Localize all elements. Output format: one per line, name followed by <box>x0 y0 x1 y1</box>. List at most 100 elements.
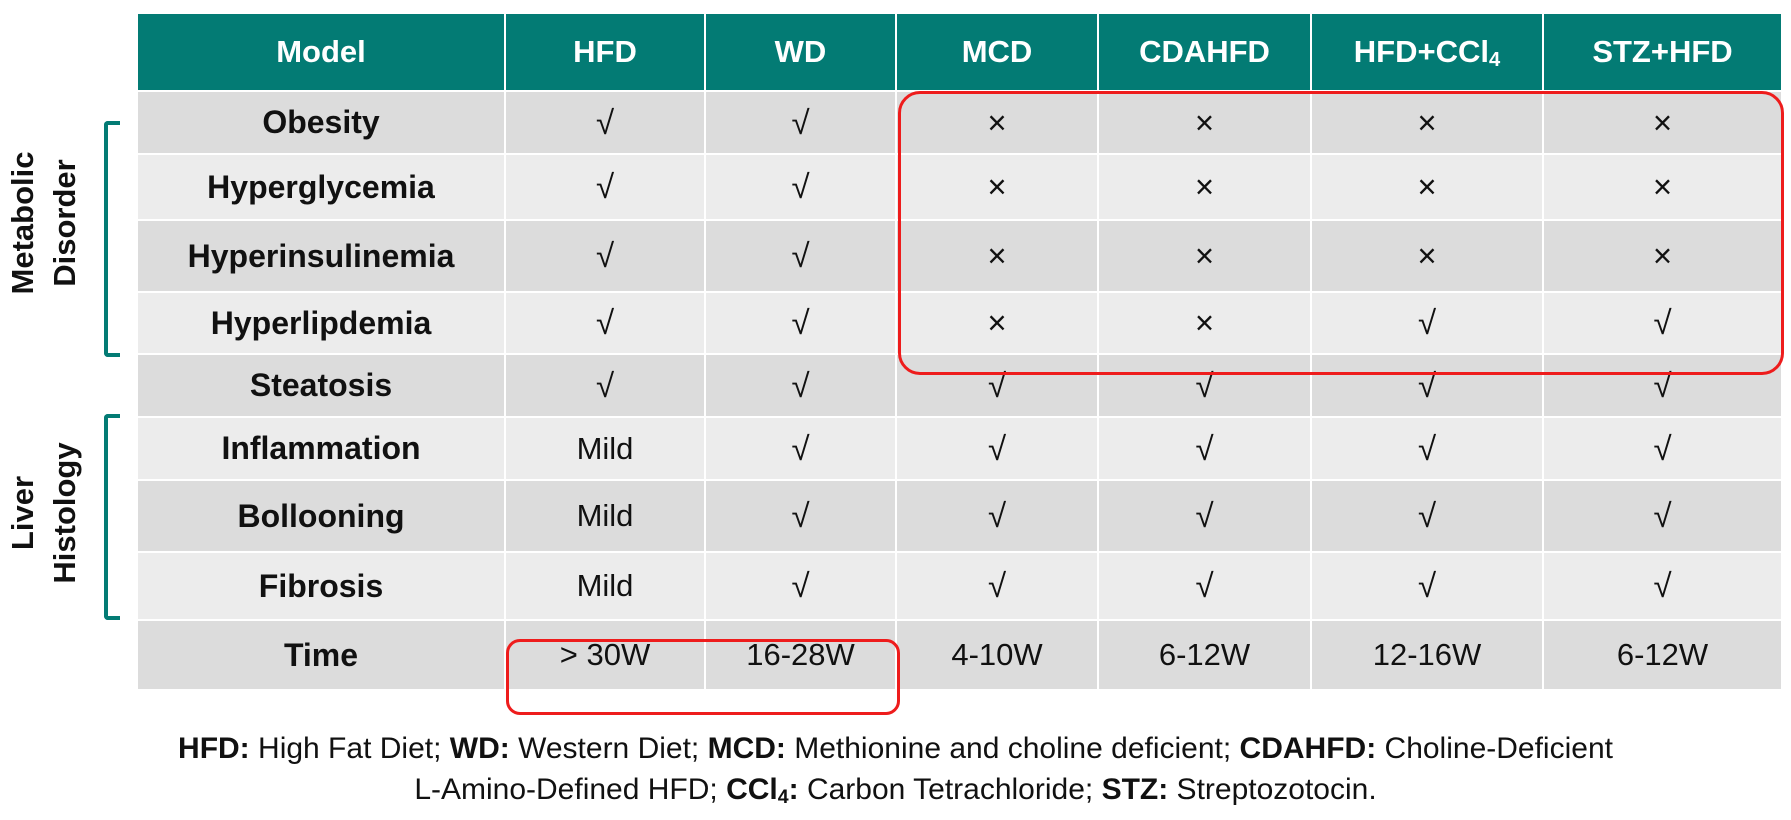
footnote-line1: HFD: High Fat Diet; WD: Western Diet; MC… <box>0 728 1791 769</box>
footnote-abbr: HFD: <box>178 732 250 765</box>
table-cell: × <box>1542 219 1783 293</box>
footnote-ccl-subscript: 4 <box>777 785 789 808</box>
footnote-text: Carbon Tetrachloride; <box>798 773 1102 806</box>
table-cell: √ <box>704 353 897 418</box>
footnote-text: Choline-Deficient <box>1376 732 1613 765</box>
metabolic-label-line1: Metabolic <box>5 151 40 295</box>
header-row: Model HFD WD MCD CDAHFD HFD+CCl4 STZ+HFD <box>136 12 1783 92</box>
table-cell: √ <box>704 416 897 481</box>
table-cell: × <box>895 219 1099 293</box>
liver-bracket <box>104 414 120 620</box>
table-cell: √ <box>1542 416 1783 481</box>
table-cell: √ <box>504 153 706 221</box>
table-cell: √ <box>1097 479 1312 553</box>
table-cell: × <box>1542 153 1783 221</box>
table-cell: √ <box>1097 551 1312 621</box>
metabolic-disorder-label: Metabolic Disorder <box>2 113 86 333</box>
table-cell: 6-12W <box>1542 619 1783 691</box>
table-cell: √ <box>704 153 897 221</box>
table-cell: √ <box>1310 551 1544 621</box>
table-cell: Mild <box>504 416 706 481</box>
row-label: Hyperglycemia <box>136 153 506 221</box>
table-cell: √ <box>704 479 897 553</box>
table-row: Hyperinsulinemia √ √ × × × × <box>136 219 1783 293</box>
header-hfd-ccl4-text: HFD+CCl <box>1353 34 1489 69</box>
table-row: Hyperlipdemia √ √ × × √ √ <box>136 291 1783 355</box>
table-cell: Mild <box>504 551 706 621</box>
footnote-abbr: MCD: <box>707 732 786 765</box>
table-cell: √ <box>1310 353 1544 418</box>
table-cell: √ <box>504 90 706 155</box>
header-hfd-ccl4: HFD+CCl4 <box>1310 12 1544 92</box>
table-row: Inflammation Mild √ √ √ √ √ <box>136 416 1783 481</box>
table-cell: √ <box>895 416 1099 481</box>
table-row: Bollooning Mild √ √ √ √ √ <box>136 479 1783 553</box>
table-cell: √ <box>1542 353 1783 418</box>
footnote-text: L-Amino-Defined HFD; <box>414 773 727 806</box>
footnote-line2: L-Amino-Defined HFD; CCl4: Carbon Tetrac… <box>0 769 1791 810</box>
header-hfd-ccl4-subscript: 4 <box>1489 49 1501 72</box>
table-cell: × <box>1097 291 1312 355</box>
footnote-abbr-stz: STZ: <box>1101 773 1169 806</box>
footnote-abbr: CDAHFD: <box>1239 732 1377 765</box>
table-cell: √ <box>1097 416 1312 481</box>
table-cell: √ <box>895 479 1099 553</box>
metabolic-label-line2: Disorder <box>47 159 82 287</box>
liver-histology-label: Liver Histology <box>2 403 86 623</box>
footnote-text: Streptozotocin. <box>1168 773 1377 806</box>
liver-label-line1: Liver <box>5 475 40 551</box>
row-label: Steatosis <box>136 353 506 418</box>
row-label: Hyperinsulinemia <box>136 219 506 293</box>
footnote: HFD: High Fat Diet; WD: Western Diet; MC… <box>0 728 1791 810</box>
table-cell: 6-12W <box>1097 619 1312 691</box>
row-label: Bollooning <box>136 479 506 553</box>
table-cell: √ <box>504 353 706 418</box>
table-cell: √ <box>1310 479 1544 553</box>
table-row: Hyperglycemia √ √ × × × × <box>136 153 1783 221</box>
comparison-table-wrap: Model HFD WD MCD CDAHFD HFD+CCl4 STZ+HFD… <box>136 12 1783 691</box>
header-mcd: MCD <box>895 12 1099 92</box>
table-cell: × <box>1097 90 1312 155</box>
table-cell: Mild <box>504 479 706 553</box>
table-cell: √ <box>1542 551 1783 621</box>
header-stz-hfd: STZ+HFD <box>1542 12 1783 92</box>
table-row: Obesity √ √ × × × × <box>136 90 1783 155</box>
table-cell: 12-16W <box>1310 619 1544 691</box>
table-cell: √ <box>1542 479 1783 553</box>
footnote-ccl-colon: : <box>788 773 799 806</box>
table-cell: √ <box>504 291 706 355</box>
table-cell: × <box>1097 219 1312 293</box>
table-cell: √ <box>1542 291 1783 355</box>
table-cell: × <box>895 90 1099 155</box>
table-cell: × <box>1542 90 1783 155</box>
row-label: Time <box>136 619 506 691</box>
table-row: Fibrosis Mild √ √ √ √ √ <box>136 551 1783 621</box>
table-row: Steatosis √ √ √ √ √ √ <box>136 353 1783 418</box>
table-cell: √ <box>704 551 897 621</box>
table-cell: × <box>895 153 1099 221</box>
row-label: Hyperlipdemia <box>136 291 506 355</box>
table-cell: √ <box>895 353 1099 418</box>
header-model: Model <box>136 12 506 92</box>
table-cell: √ <box>704 219 897 293</box>
liver-label-line2: Histology <box>47 442 82 584</box>
footnote-abbr-ccl: CCl <box>726 773 778 806</box>
row-label: Inflammation <box>136 416 506 481</box>
table-cell: 16-28W <box>704 619 897 691</box>
row-label: Fibrosis <box>136 551 506 621</box>
table-cell: > 30W <box>504 619 706 691</box>
table-cell: × <box>895 291 1099 355</box>
header-hfd: HFD <box>504 12 706 92</box>
footnote-abbr: WD: <box>449 732 510 765</box>
footnote-text: Western Diet; <box>509 732 708 765</box>
table-cell: √ <box>504 219 706 293</box>
header-wd: WD <box>704 12 897 92</box>
table-cell: × <box>1310 219 1544 293</box>
table-cell: × <box>1310 153 1544 221</box>
model-comparison-table: Model HFD WD MCD CDAHFD HFD+CCl4 STZ+HFD… <box>136 12 1783 691</box>
table-cell: √ <box>704 291 897 355</box>
row-label: Obesity <box>136 90 506 155</box>
table-cell: √ <box>704 90 897 155</box>
metabolic-bracket <box>104 121 120 357</box>
table-cell: √ <box>1097 353 1312 418</box>
